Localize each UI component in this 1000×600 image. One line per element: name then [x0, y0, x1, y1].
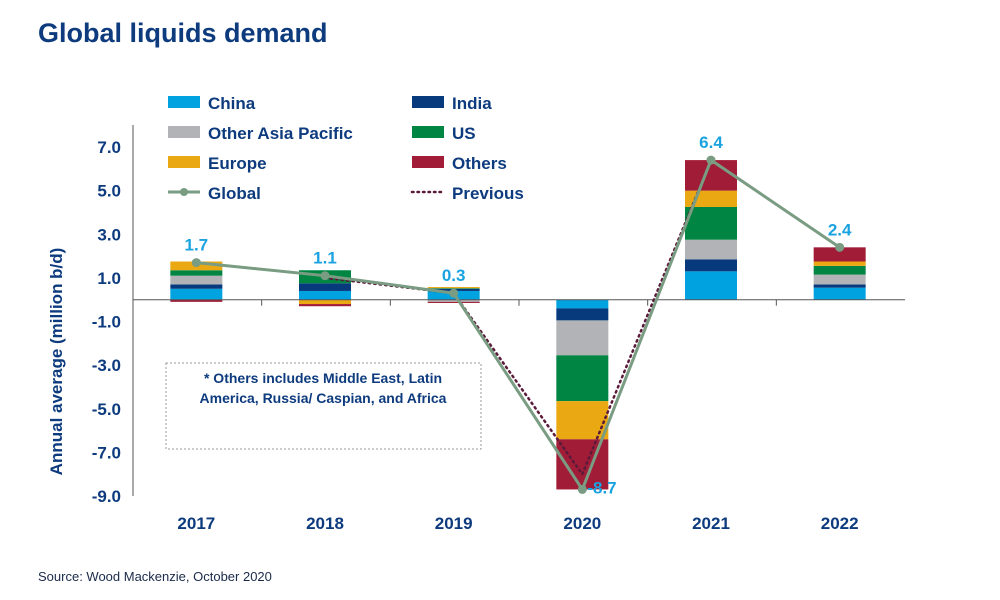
bar-segment-europe: [299, 299, 351, 305]
legend-label: US: [452, 124, 476, 143]
data-label: 6.4: [699, 133, 723, 152]
bar-segment-india: [170, 284, 223, 289]
bar-segment-us: [556, 355, 609, 402]
legend-swatch: [168, 96, 200, 108]
x-tick-label: 2022: [821, 514, 859, 533]
y-tick-label: -1.0: [92, 313, 121, 332]
legend-swatch: [412, 156, 444, 168]
x-tick-label: 2020: [563, 514, 601, 533]
legend-swatch: [412, 126, 444, 138]
bar-segment-us: [170, 270, 223, 276]
bar-segment-china: [299, 290, 351, 300]
global-point: [835, 242, 845, 252]
bar-segment-india: [813, 284, 866, 288]
global-point: [577, 484, 587, 494]
data-label: 2.4: [828, 220, 852, 239]
bar-segment-other-asia-pacific: [813, 274, 866, 285]
bar-segment-us: [813, 265, 866, 275]
bar-segment-others: [170, 299, 223, 302]
bar-segment-other-asia-pacific: [685, 239, 737, 260]
bar-segment-others: [299, 304, 351, 307]
data-label: -8.7: [587, 478, 616, 497]
y-tick-label: 1.0: [97, 269, 121, 288]
data-label: 0.3: [442, 266, 466, 285]
legend-swatch: [168, 156, 200, 168]
bar-segment-europe: [556, 401, 609, 440]
global-point: [320, 271, 330, 281]
y-tick-label: 3.0: [97, 225, 121, 244]
legend-swatch: [412, 96, 444, 108]
global-point: [449, 288, 459, 298]
global-point: [706, 155, 716, 165]
data-label: 1.7: [185, 236, 209, 255]
note-text: * Others includes Middle East, Latin: [204, 370, 442, 386]
y-axis-label: Annual average (million b/d): [47, 248, 66, 476]
bar-segment-us: [685, 206, 737, 240]
legend-label: Other Asia Pacific: [208, 124, 353, 143]
bar-segment-china: [813, 287, 866, 300]
y-tick-label: -3.0: [92, 356, 121, 375]
bar-segment-india: [556, 308, 609, 321]
bar-segment-europe: [813, 261, 866, 266]
y-tick-label: 5.0: [97, 182, 121, 201]
y-tick-label: 7.0: [97, 138, 121, 157]
bar-segment-china: [170, 288, 223, 300]
bar-segment-others: [685, 160, 737, 191]
x-tick-label: 2017: [177, 514, 215, 533]
bar-segment-other-asia-pacific: [427, 299, 480, 302]
global-line: [196, 157, 841, 493]
legend-swatch: [168, 126, 200, 138]
bar-segment-china: [556, 299, 609, 309]
bar-segment-india: [299, 283, 351, 291]
bar-segment-us: [427, 288, 480, 289]
x-tick-label: 2019: [435, 514, 473, 533]
y-tick-label: -9.0: [92, 487, 121, 506]
legend-label: Others: [452, 154, 507, 173]
bar-segment-other-asia-pacific: [170, 275, 223, 285]
bar-segment-india: [685, 259, 737, 272]
bar-segment-china: [685, 271, 737, 300]
legend-label: Previous: [452, 184, 524, 203]
legend-marker: [180, 188, 188, 196]
source-note: Source: Wood Mackenzie, October 2020: [38, 569, 272, 584]
previous-line: [323, 158, 713, 477]
global-point: [191, 258, 201, 268]
bar-segment-others: [813, 247, 866, 262]
chart-title: Global liquids demand: [38, 18, 328, 48]
bar-segment-others: [427, 301, 480, 303]
bar-segment-europe: [427, 287, 480, 289]
note-box: [165, 362, 482, 450]
x-tick-label: 2021: [692, 514, 730, 533]
note-text: America, Russia/ Caspian, and Africa: [200, 390, 447, 406]
legend-label: Global: [208, 184, 261, 203]
legend-label: China: [208, 94, 256, 113]
legend-label: Europe: [208, 154, 267, 173]
legend-label: India: [452, 94, 492, 113]
y-tick-label: -5.0: [92, 400, 121, 419]
x-tick-label: 2018: [306, 514, 344, 533]
bar-segment-other-asia-pacific: [556, 320, 609, 356]
y-tick-label: -7.0: [92, 443, 121, 462]
data-label: 1.1: [313, 249, 337, 268]
